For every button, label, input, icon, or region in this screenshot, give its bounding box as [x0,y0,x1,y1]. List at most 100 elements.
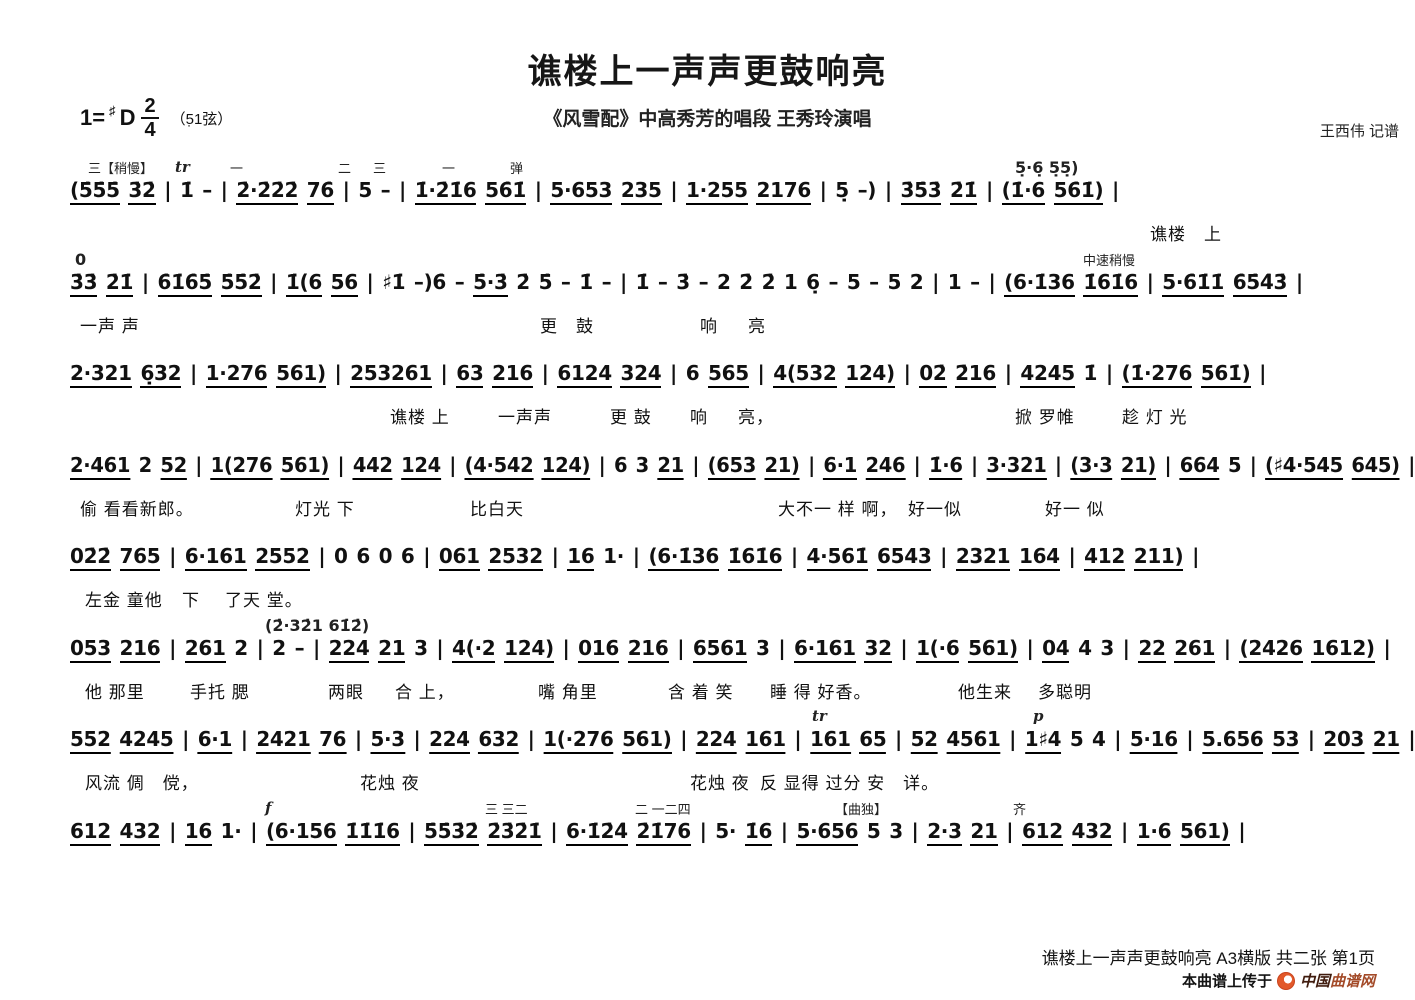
lyric: 响 [690,408,708,427]
lyric-row: 左金 童他下 了天 堂。 [70,586,1415,610]
lyric-row: 他 那里 手托 腮 两眼 合 上， 嘴 角里 含 着 笑 睡 得 好香。 他生来 多聪明 [70,678,1415,702]
annotation: 一 [442,161,456,176]
lyric-row: 谯楼 上 一声声 更 鼓 响 亮， 掀 罗帷 趁 灯 光 [70,403,1415,427]
lyric: 睡 得 好香。 [770,683,872,702]
notation-row: 2·321 6̣32 | 1·276 561) | 253261 | 63 21… [70,361,1415,388]
lyric: 谯楼 上 [1150,225,1222,244]
annotation: 二 一二四 [635,802,691,817]
notation-row: 552 4245 | 6·1 | 2421 76 | 5·3 | 224 632… [70,727,1415,754]
lyric: 好一似 [908,500,962,519]
lyric: 掀 罗帷 [1015,408,1075,427]
annotation: p [1033,707,1044,725]
music-line-6: (2̇·32̇1 61̇2̇) 053 216 | 261 2 | 2 – | 2… [70,616,1415,709]
lyric: 一声声 [498,408,552,427]
page-title: 谯楼上一声声更鼓响亮 [527,53,888,91]
lyric: 更 鼓 [540,317,594,336]
music-line-8: f 三 三二 二 一二四 【曲独】 齐 612 432 | 16 1· | (6·156 … [70,799,1415,892]
lyric-row [70,861,1415,885]
lyric: 多聪明 [1038,683,1092,702]
annotation: 0 [75,250,87,269]
annotation: 5̣·6̣ 5̣5̣) [1015,158,1079,177]
lyric: 谯楼 上 [390,408,450,427]
lyric: 偷 看看新郎。 [80,500,194,519]
notation-row: 612 432 | 16 1· | (6·156 1̇1̇1̇6 | 5̇5̇3… [70,819,1415,846]
annotation: tr [812,707,827,725]
lyric: 左金 童他 [85,591,163,610]
notation-row: (5̇5̇5̇ 3̇2̇ | 1̇ – | 2̇·2̇2̇2̇ 76̇ | 5 … [70,178,1415,205]
lyric: 花烛 夜 [690,774,750,793]
transcriber-credit: 王西伟 记谱 [1319,123,1399,140]
time-signature: 2 4 [141,96,159,141]
key-signature: 1= ♯ D 2 4 （5̣1弦） [80,96,232,140]
string-tuning: （5̣1弦） [170,110,233,128]
annotation-row [70,433,1415,453]
annotation: tr [175,158,190,176]
annotation-row: f 三 三二 二 一二四 【曲独】 齐 [70,799,1415,819]
annotation: 中速稍慢 [1083,253,1136,268]
lyric: 手托 腮 [190,683,250,702]
lyric-row: 风流 倜 傥， 花烛 夜花烛 夜反 显得 过分 安 详。 [70,769,1415,793]
lyric: 含 着 笑 [668,683,734,702]
score: 三【稍慢】 tr 一 二 三 一 弹 5̣·6̣ 5̣5̣) (5̇5̇5̇ 3̇2̇ | 1̇… [70,158,1415,900]
annotation-row: (2̇·32̇1 61̇2̇) [70,616,1415,636]
lyric: 亮 [748,317,766,336]
lyric: 了天 堂。 [225,591,303,610]
lyric: 风流 倜 傥， [85,774,199,793]
notation-row: 3̇3̇ 2̇1̇ | 6̇1̇6̇5̇ 5̇5̇2̇ | 1̇(6 56 | … [70,270,1415,297]
music-line-5: 02̇2̇ 765 | 6·161 2552 | 0 6 0 6 | 061 2… [70,526,1415,617]
notation-row: 053 216 | 261 2 | 2 – | 224 21 3 | 4(·2 … [70,636,1415,663]
lyric: 响 [700,317,718,336]
footer-page-info: 谯楼上一声声更鼓响亮 A3横版 共二张 第1页 [1041,949,1375,968]
lyric: 他生来 [958,683,1012,702]
lyric: 他 那里 [85,683,145,702]
annotation: f [265,799,272,817]
annotation-row [70,524,1415,544]
annotation: 三【稍慢】 [88,161,154,176]
lyric: 大不一 样 啊， [778,500,898,519]
music-line-3: 2·321 6̣32 | 1·276 561) | 253261 | 63 21… [70,343,1415,434]
lyric: 灯光 下 [295,500,355,519]
key-note: D [119,105,136,130]
lyric: 更 鼓 [610,408,652,427]
footer-upload-credit: 本曲谱上传于 中国曲谱网 [1182,970,1375,991]
annotation: 弹 [510,161,524,176]
annotation-row: 三【稍慢】 tr 一 二 三 一 弹 5̣·6̣ 5̣5̣) [70,158,1415,178]
lyric: 反 显得 过分 安 详。 [760,774,940,793]
annotation: 一 [230,161,244,176]
site-name: 中国曲谱网 [1299,973,1375,990]
notation-row: 02̇2̇ 765 | 6·161 2552 | 0 6 0 6 | 061 2… [70,544,1415,571]
annotation-row [70,341,1415,361]
upload-prefix: 本曲谱上传于 [1181,973,1272,990]
lyric-row: 偷 看看新郎。 灯光 下 比白天 大不一 样 啊， 好一似 好一 似 [70,495,1415,519]
lyric-row: 一声 声 更 鼓 响 亮 [70,312,1415,336]
annotation: 三 [373,161,387,176]
music-line-1: 三【稍慢】 tr 一 二 三 一 弹 5̣·6̣ 5̣5̣) (5̇5̇5̇ 3̇2̇ | 1̇… [70,158,1415,251]
key-prefix: 1= [80,105,106,130]
notation-row: 2·461 2 52 | 1(276 561) | 442 124 | (4·5… [70,453,1415,480]
music-line-7: tr p 552 4245 | 6·1 | 2421 76 | 5·3 | 224 … [70,707,1415,800]
annotation: 三 三二 [485,802,528,817]
lyric: 下 [182,591,200,610]
annotation-row: 0 中速稍慢 [70,250,1415,270]
sharp-accidental: ♯ [109,102,116,118]
site-logo-icon [1276,971,1295,990]
lyric: 趁 灯 光 [1122,408,1188,427]
lyric: 合 上， [395,683,455,702]
lyric: 两眼 [328,683,364,702]
annotation-row: tr p [70,707,1415,727]
meter-denominator: 4 [144,119,156,141]
meter-numerator: 2 [141,96,159,119]
lyric: 亮， [738,408,774,427]
annotation: 齐 [1013,802,1027,817]
lyric-row: 谯楼 上 [70,220,1415,244]
lyric: 比白天 [470,500,524,519]
music-line-4: 2·461 2 52 | 1(276 561) | 442 124 | (4·5… [70,435,1415,526]
lyric: 一声 声 [80,317,140,336]
annotation: 二 [338,161,352,176]
annotation: (2̇·32̇1 61̇2̇) [265,616,370,635]
music-line-2: 0 中速稍慢 3̇3̇ 2̇1̇ | 6̇1̇6̇5̇ 5̇5̇2̇ | 1̇(6 … [70,250,1415,343]
lyric: 好一 似 [1045,500,1105,519]
annotation: 【曲独】 [835,802,888,817]
lyric: 嘴 角里 [538,683,598,702]
